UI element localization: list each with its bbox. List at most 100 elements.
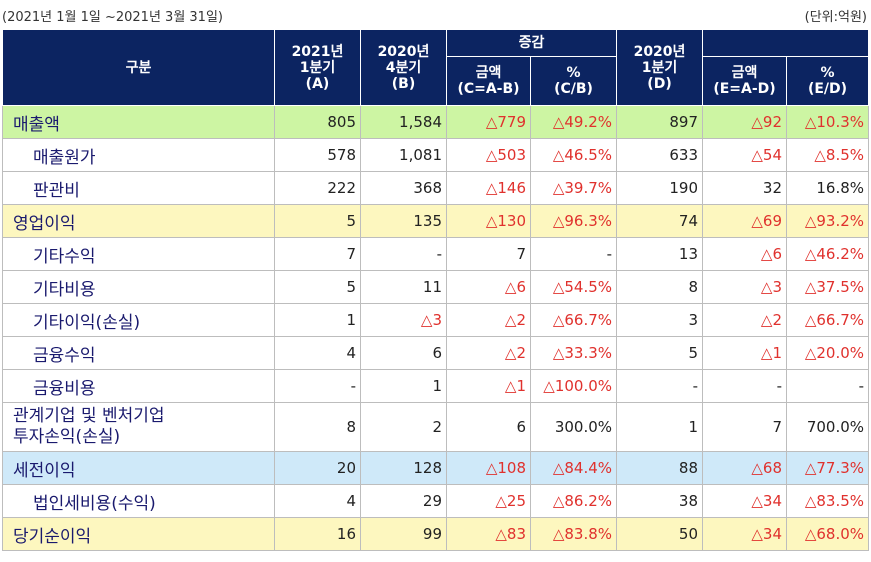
value-cell: 50 <box>616 517 704 551</box>
header-col-a: 2021년 1분기 (A) <box>274 29 361 106</box>
header-ead-pct-line1: % <box>820 65 835 81</box>
value-cell: 1 <box>274 303 361 337</box>
row-label: 금융비용 <box>2 369 275 403</box>
header-ead-amount-line1: 금액 <box>731 65 758 81</box>
row-label: 매출액 <box>2 105 275 139</box>
value-cell: 222 <box>274 171 361 205</box>
value-cell: - <box>529 237 618 271</box>
header-cab-pct-line1: % <box>566 65 581 81</box>
value-cell: △1 <box>446 369 531 403</box>
table-row: 기타수익 7-7-13 △6 △46.2% <box>2 237 870 271</box>
row-label: 당기순이익 <box>2 517 275 551</box>
value-cell: 2 <box>360 402 447 452</box>
value-cell: 11 <box>360 270 447 304</box>
value-cell: △39.7% <box>529 171 618 205</box>
table-row: 금융수익 4 6 △2 △33.3% 5 △1 △20.0% <box>2 336 870 370</box>
value-cell: 6 <box>446 402 531 452</box>
value-cell: △10.3% <box>786 105 870 139</box>
value-cell: 300.0% <box>529 402 618 452</box>
table-body: 매출액 805 1,584 △779 △49.2% 897 △92 △10.3% 매출원가 578… <box>2 105 870 551</box>
value-cell: △2 <box>446 303 531 337</box>
header-ead-pct-line2: (E/D) <box>807 81 848 97</box>
row-label: 기타비용 <box>2 270 275 304</box>
value-cell: △3 <box>360 303 447 337</box>
value-cell: △503 <box>446 138 531 172</box>
value-cell: 7 <box>702 402 788 452</box>
value-cell: △46.5% <box>529 138 618 172</box>
value-cell: 38 <box>616 484 704 518</box>
value-cell: 135 <box>360 204 447 238</box>
table-row: 매출액 805 1,584 △779 △49.2% 897 △92 △10.3% <box>2 105 870 139</box>
table-row: 판관비 222 368 △146 △39.7% 190 32 16.8% <box>2 171 870 205</box>
header-col-d-line2: 1분기 <box>641 59 678 76</box>
value-cell: △779 <box>446 105 531 139</box>
row-label-line: 매출원가 <box>33 147 96 168</box>
value-cell: △25 <box>446 484 531 518</box>
value-cell: △83.8% <box>529 517 618 551</box>
value-cell: 805 <box>274 105 361 139</box>
value-cell: △2 <box>702 303 788 337</box>
value-cell: △77.3% <box>786 451 870 485</box>
value-cell: △108 <box>446 451 531 485</box>
value-cell: △84.4% <box>529 451 618 485</box>
row-label-line: 영업이익 <box>13 213 76 234</box>
value-cell: - <box>360 237 447 271</box>
value-cell: △68 <box>702 451 788 485</box>
header-col-d-line3: (D) <box>647 75 672 92</box>
value-cell: 1 <box>360 369 447 403</box>
value-cell: 32 <box>702 171 788 205</box>
value-cell: △66.7% <box>529 303 618 337</box>
table-row: 기타이익(손실) 1 △3 △2 △66.7% 3 △2 △66.7% <box>2 303 870 337</box>
header-col-a-line2: 1분기 <box>299 59 336 76</box>
value-cell: 897 <box>616 105 704 139</box>
table-row: 금융비용 -1 △1 △100.0% - - - <box>2 369 870 403</box>
value-cell: 190 <box>616 171 704 205</box>
header-col-b-line1: 2020년 <box>377 43 430 60</box>
value-cell: △8.5% <box>786 138 870 172</box>
value-cell: △46.2% <box>786 237 870 271</box>
header-cab-pct: % (C/B) <box>529 56 618 106</box>
value-cell: 700.0% <box>786 402 870 452</box>
row-label: 법인세비용(수익) <box>2 484 275 518</box>
value-cell: 16.8% <box>786 171 870 205</box>
row-label: 기타이익(손실) <box>2 303 275 337</box>
row-label: 금융수익 <box>2 336 275 370</box>
header-ead-amount: 금액 (E=A-D) <box>702 56 788 106</box>
header-col-d: 2020년 1분기 (D) <box>616 29 704 106</box>
value-cell: - <box>274 369 361 403</box>
table-row: 영업이익 5 135 △130 △96.3% 74 △69 △93.2% <box>2 204 870 238</box>
value-cell: 128 <box>360 451 447 485</box>
value-cell: 99 <box>360 517 447 551</box>
row-label-line: 판관비 <box>33 180 80 201</box>
value-cell: 1 <box>616 402 704 452</box>
value-cell: 6 <box>360 336 447 370</box>
value-cell: △20.0% <box>786 336 870 370</box>
period-label: (2021년 1월 1일 ~2021년 3월 31일) <box>2 10 223 25</box>
value-cell: △93.2% <box>786 204 870 238</box>
value-cell: △68.0% <box>786 517 870 551</box>
value-cell: △6 <box>446 270 531 304</box>
value-cell: △34 <box>702 517 788 551</box>
table-row: 매출원가 578 1,081 △503 △46.5% 633 △54 △8.5% <box>2 138 870 172</box>
header-ead-amount-line2: (E=A-D) <box>713 81 776 97</box>
row-label-line: 금융수익 <box>33 345 96 366</box>
header-change-group-2 <box>702 29 870 57</box>
table-row: 관계기업 및 벤처기업 투자손익(손실) 8 2 6 300.0% 1 7 700.0% <box>2 402 870 452</box>
value-cell: 4 <box>274 336 361 370</box>
header-col-b-line2: 4분기 <box>385 59 422 76</box>
value-cell: 29 <box>360 484 447 518</box>
value-cell: 1,081 <box>360 138 447 172</box>
value-cell: 74 <box>616 204 704 238</box>
value-cell: 5 <box>274 204 361 238</box>
value-cell: △3 <box>702 270 788 304</box>
financial-table: 구분 2021년 1분기 (A) 2020년 4분기 (B) 증감 2020년 … <box>2 29 870 551</box>
value-cell: △1 <box>702 336 788 370</box>
value-cell: - <box>786 369 870 403</box>
value-cell: △37.5% <box>786 270 870 304</box>
header-cab-pct-line2: (C/B) <box>554 81 593 97</box>
value-cell: △146 <box>446 171 531 205</box>
row-label: 매출원가 <box>2 138 275 172</box>
value-cell: 1,584 <box>360 105 447 139</box>
header-col-b-line3: (B) <box>391 75 416 92</box>
value-cell: 4 <box>274 484 361 518</box>
